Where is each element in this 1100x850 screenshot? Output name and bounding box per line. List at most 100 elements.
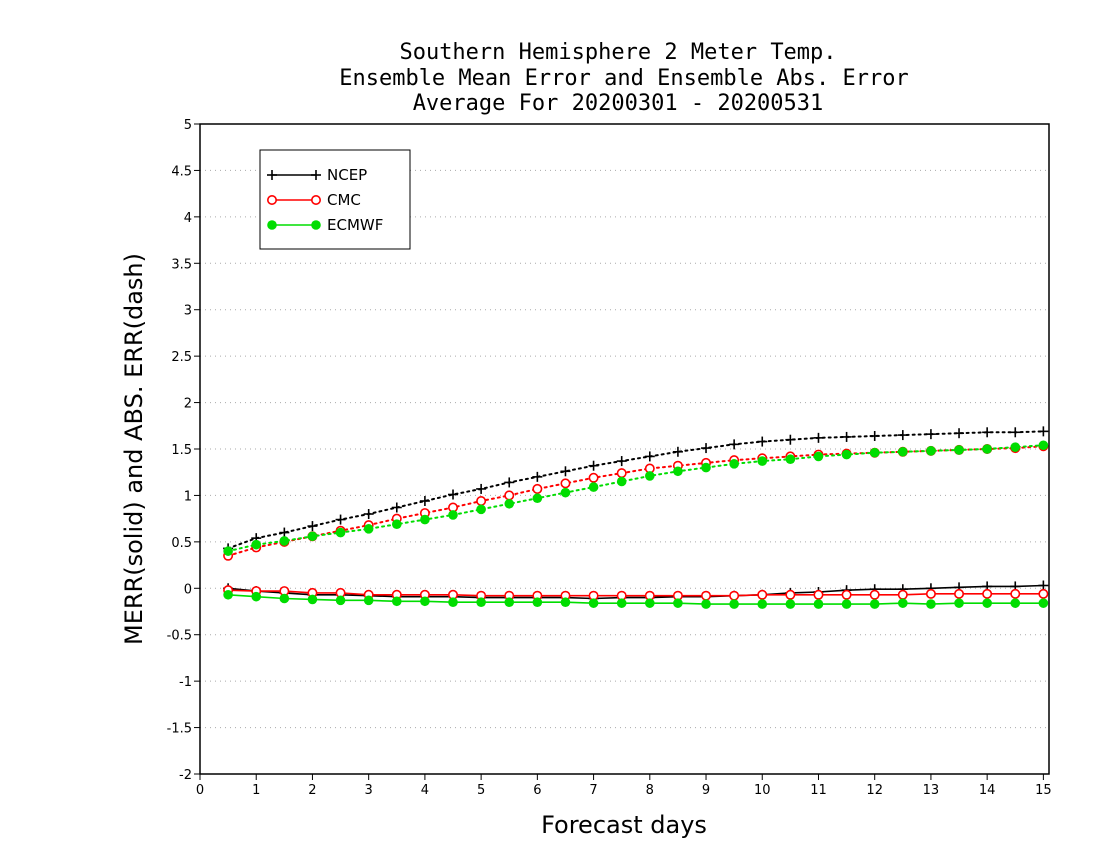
y-tick-label: 0.5 (171, 536, 192, 551)
y-tick-label: -1 (179, 675, 192, 690)
chart-title: Southern Hemisphere 2 Meter Temp. Ensemb… (339, 40, 909, 116)
series-ncep-abs-err-point (279, 527, 290, 538)
series-ecmwf-mean-err-point (279, 593, 290, 604)
series-ncep-abs-err-point (729, 439, 740, 450)
series-ecmwf-mean-err-point (1010, 598, 1021, 608)
series-cmc-abs-err-line (227, 445, 1045, 557)
series-ecmwf-abs-err-point (673, 466, 683, 477)
series-ncep-mean-err-point (1038, 580, 1049, 591)
series-ecmwf-abs-err-point (335, 527, 346, 538)
series-ecmwf-abs-err-point (476, 504, 486, 515)
legend-label: NCEP (327, 166, 367, 184)
x-tick-label: 11 (810, 783, 827, 798)
series-ecmwf-abs-err-point (532, 493, 543, 504)
series-ncep-abs-err-point (504, 477, 515, 488)
series-ecmwf-mean-err-point (616, 598, 627, 608)
series-ecmwf-mean-err-point (363, 595, 374, 606)
series-ncep-abs-err-point (476, 483, 487, 494)
y-tick-label: -1.5 (167, 722, 192, 737)
series-cmc-abs-err-point (560, 478, 571, 489)
legend-item-ncep: NCEP (267, 166, 367, 184)
series-cmc-mean-err-point (785, 589, 796, 600)
legend-label: ECMWF (327, 216, 383, 234)
series-ncep (223, 426, 1049, 604)
series-ecmwf-mean-err-point (729, 599, 739, 609)
series-ecmwf (223, 440, 1049, 609)
series-cmc-mean-err-point (1010, 588, 1021, 599)
legend-item-ecmwf: ECMWF (267, 216, 383, 234)
series-ncep-abs-err-point (982, 427, 993, 438)
y-tick-label: 2 (184, 397, 192, 412)
series-ncep-abs-err-point (672, 446, 683, 457)
series-cmc-mean-err-point (982, 588, 993, 599)
series-ncep-abs-err-point (419, 496, 430, 506)
y-tick-label: -2 (179, 768, 192, 783)
series-ncep-abs-err-point (644, 451, 655, 462)
series-ecmwf-mean-err-point (420, 596, 430, 607)
series-ncep-abs-err-point (1038, 426, 1049, 437)
series-ncep-abs-err-point (1010, 427, 1021, 438)
series-ecmwf-abs-err-point (954, 445, 964, 455)
x-tick-label: 15 (1035, 783, 1052, 798)
legend-marker (267, 220, 277, 230)
x-axis-title: Forecast days (541, 811, 707, 839)
series-ecmwf-abs-err-point (363, 524, 374, 534)
series-cmc-abs-err-point (588, 472, 599, 483)
series-ecmwf-abs-err-point (391, 519, 402, 530)
series-ecmwf-mean-err-point (448, 597, 458, 608)
series-ncep-abs-err-point (363, 509, 374, 519)
series-ecmwf-abs-err-point (223, 546, 233, 556)
series-ecmwf-abs-err-point (701, 462, 711, 473)
y-tick-label: 1 (184, 489, 192, 504)
series-ecmwf-abs-err-point (841, 449, 852, 460)
series-ncep-abs-err-point (897, 430, 908, 441)
series-ecmwf-mean-err-point (588, 598, 599, 608)
series-ncep-abs-err-point (701, 443, 712, 454)
legend: NCEP CMC ECMWF (259, 149, 411, 250)
chart-title-line-3: Average For 20200301 - 20200531 (413, 91, 824, 116)
x-tick-label: 0 (196, 783, 204, 798)
series-ncep-abs-err-point (335, 514, 346, 525)
series-ncep-abs-err-point (813, 432, 824, 443)
x-tick-label: 8 (646, 783, 654, 798)
series-ecmwf-mean-err-point (645, 598, 655, 608)
series-ecmwf-abs-err-point (448, 510, 458, 520)
legend-label: CMC (327, 191, 361, 209)
series-ncep-abs-err-point (588, 460, 599, 471)
series-cmc-mean-err-point (701, 590, 712, 601)
y-tick-label: -0.5 (167, 629, 192, 644)
x-tick-label: 14 (979, 783, 996, 798)
series-ecmwf-abs-err-point (729, 459, 739, 469)
series-ecmwf-abs-err-point (616, 476, 627, 487)
series-ecmwf-mean-err-point (757, 599, 768, 609)
series-cmc (223, 441, 1049, 601)
series-cmc-mean-err-point (897, 589, 908, 600)
series-ecmwf-abs-err-point (926, 446, 936, 456)
series-ecmwf-mean-err-point (926, 599, 936, 609)
series-ecmwf-abs-err-point (982, 444, 992, 454)
series-ecmwf-abs-err-point (1010, 442, 1021, 452)
series-ecmwf-abs-err-point (785, 454, 796, 465)
y-tick-label: 4 (184, 211, 192, 226)
series-ecmwf-abs-err-point (645, 471, 655, 481)
series-cmc-mean-err-point (729, 590, 740, 601)
series-ncep-abs-err-point (616, 456, 627, 467)
series-ecmwf-abs-err-point (504, 498, 515, 509)
x-tick-label: 5 (477, 783, 485, 798)
chart-title-line-2: Ensemble Mean Error and Ensemble Abs. Er… (339, 66, 909, 91)
series-ncep-abs-err-point (954, 428, 965, 439)
series-ecmwf-abs-err-point (588, 482, 599, 492)
y-axis: -2 -1.5 -1 -0.5 0 0.5 1 1.5 2 2.5 3 3.5 4 4.5 5 (167, 118, 200, 783)
series-ecmwf-abs-err-point (813, 451, 824, 462)
series-ecmwf-mean-err-point (673, 598, 683, 608)
x-tick-label: 9 (702, 783, 710, 798)
series-ecmwf-mean-err-point (813, 599, 824, 609)
series-cmc-mean-err-point (841, 589, 852, 600)
series-ecmwf-mean-err-point (476, 597, 486, 608)
y-tick-label: 0 (184, 582, 192, 597)
grid (200, 169, 1049, 729)
series-ncep-abs-err-point (307, 521, 318, 532)
y-tick-label: 5 (184, 118, 192, 133)
series-ncep-abs-err-point (560, 466, 571, 477)
series-ecmwf-abs-err-point (279, 536, 290, 546)
